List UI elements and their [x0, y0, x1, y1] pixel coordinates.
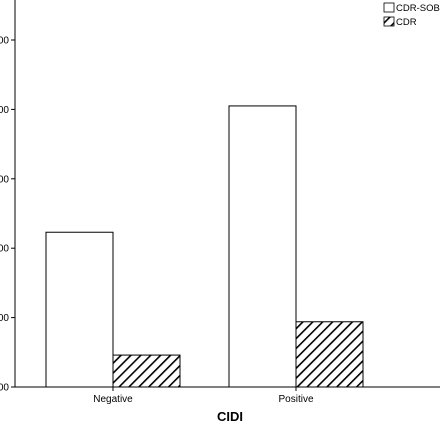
- bar-group: [45, 105, 364, 388]
- legend-label-cdr: CDR: [396, 17, 417, 28]
- x-category-label: Negative: [93, 394, 133, 405]
- bar-cdr-negative: [112, 354, 181, 388]
- x-axis-ticks: Negative Positive: [93, 387, 314, 405]
- legend-swatch-cdr: [383, 16, 395, 27]
- y-tick-label: 4.00: [0, 105, 9, 116]
- bar-cdr-sob-positive: [228, 105, 297, 388]
- x-category-label: Positive: [278, 394, 313, 405]
- x-axis-title: CIDI: [217, 409, 243, 424]
- legend-swatch-cdr-sob: [383, 2, 395, 13]
- y-tick-label: 5.00: [0, 36, 9, 47]
- y-tick-label: 2.00: [0, 244, 9, 255]
- y-tick-label: 1.00: [0, 313, 9, 324]
- bar-cdr-positive: [295, 321, 364, 388]
- y-tick-label: 3.00: [0, 174, 9, 185]
- bar-cdr-sob-negative: [45, 231, 114, 388]
- y-tick-label: 0.00: [0, 383, 9, 394]
- legend-label-cdr-sob: CDR-SOB: [396, 3, 440, 14]
- y-axis-ticks: 0.00 1.00 2.00 3.00 4.00 5.00: [0, 36, 15, 394]
- legend: CDR-SOB CDR: [383, 2, 440, 28]
